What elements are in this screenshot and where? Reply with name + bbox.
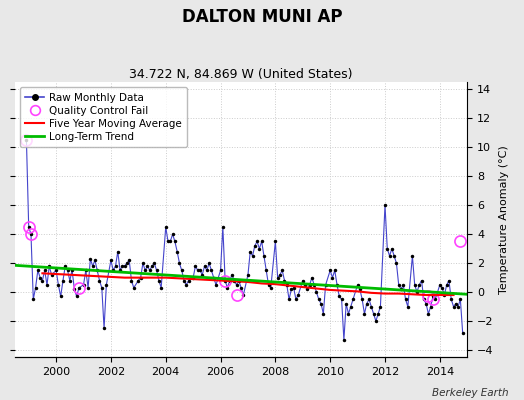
Title: 34.722 N, 84.869 W (United States): 34.722 N, 84.869 W (United States) xyxy=(129,68,353,81)
Y-axis label: Temperature Anomaly (°C): Temperature Anomaly (°C) xyxy=(499,145,509,294)
Text: Berkeley Earth: Berkeley Earth xyxy=(432,388,508,398)
Text: DALTON MUNI AP: DALTON MUNI AP xyxy=(182,8,342,26)
Legend: Raw Monthly Data, Quality Control Fail, Five Year Moving Average, Long-Term Tren: Raw Monthly Data, Quality Control Fail, … xyxy=(20,87,188,147)
